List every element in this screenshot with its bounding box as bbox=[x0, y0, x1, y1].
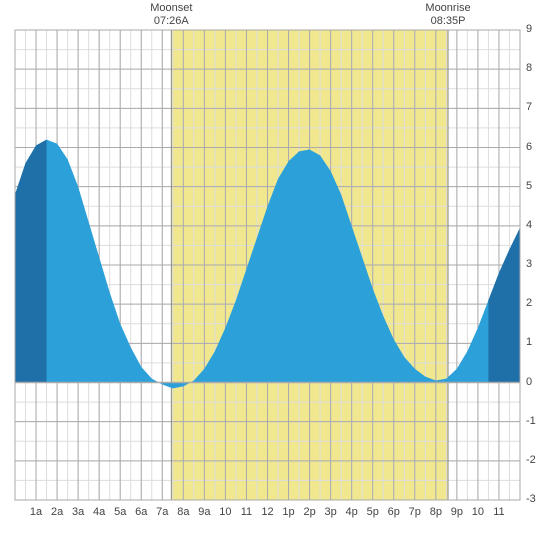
y-tick-label: 7 bbox=[526, 101, 532, 113]
x-tick-label: 4p bbox=[346, 506, 358, 518]
y-tick-label: -2 bbox=[526, 454, 536, 466]
x-tick-label: 7a bbox=[156, 506, 168, 518]
x-tick-label: 5p bbox=[367, 506, 379, 518]
x-tick-label: 9a bbox=[198, 506, 210, 518]
x-tick-label: 2p bbox=[303, 506, 315, 518]
moonrise-time: 08:35P bbox=[418, 15, 478, 28]
x-tick-label: 6a bbox=[135, 506, 147, 518]
x-tick-label: 4a bbox=[93, 506, 105, 518]
moonset-label: Moonset07:26A bbox=[141, 2, 201, 28]
x-tick-label: 12 bbox=[261, 506, 273, 518]
x-tick-label: 5a bbox=[114, 506, 126, 518]
x-tick-label: 6p bbox=[388, 506, 400, 518]
x-tick-label: 1a bbox=[30, 506, 42, 518]
x-tick-label: 3p bbox=[325, 506, 337, 518]
x-tick-label: 3a bbox=[72, 506, 84, 518]
x-tick-label: 7p bbox=[409, 506, 421, 518]
x-tick-label: 8p bbox=[430, 506, 442, 518]
x-tick-label: 11 bbox=[241, 506, 252, 518]
x-tick-label: 10 bbox=[472, 506, 484, 518]
moonset-title: Moonset bbox=[141, 2, 201, 15]
moonset-time: 07:26A bbox=[141, 15, 201, 28]
tide-chart: -3-2-101234567891a2a3a4a5a6a7a8a9a101112… bbox=[0, 0, 550, 550]
moonrise-title: Moonrise bbox=[418, 2, 478, 15]
y-tick-label: 6 bbox=[526, 141, 532, 153]
y-tick-label: 9 bbox=[526, 23, 532, 35]
moonrise-label: Moonrise08:35P bbox=[418, 2, 478, 28]
x-tick-label: 11 bbox=[493, 506, 504, 518]
y-tick-label: 2 bbox=[526, 297, 532, 309]
y-tick-label: 8 bbox=[526, 62, 532, 74]
x-tick-label: 1p bbox=[282, 506, 294, 518]
x-tick-label: 9p bbox=[451, 506, 463, 518]
y-tick-label: 3 bbox=[526, 258, 532, 270]
x-tick-label: 2a bbox=[51, 506, 63, 518]
chart-canvas bbox=[0, 0, 550, 550]
y-tick-label: 0 bbox=[526, 376, 532, 388]
y-tick-label: -1 bbox=[526, 415, 536, 427]
x-tick-label: 8a bbox=[177, 506, 189, 518]
y-tick-label: 1 bbox=[526, 336, 532, 348]
y-tick-label: 5 bbox=[526, 180, 532, 192]
y-tick-label: -3 bbox=[526, 493, 536, 505]
x-tick-label: 10 bbox=[219, 506, 231, 518]
y-tick-label: 4 bbox=[526, 219, 532, 231]
